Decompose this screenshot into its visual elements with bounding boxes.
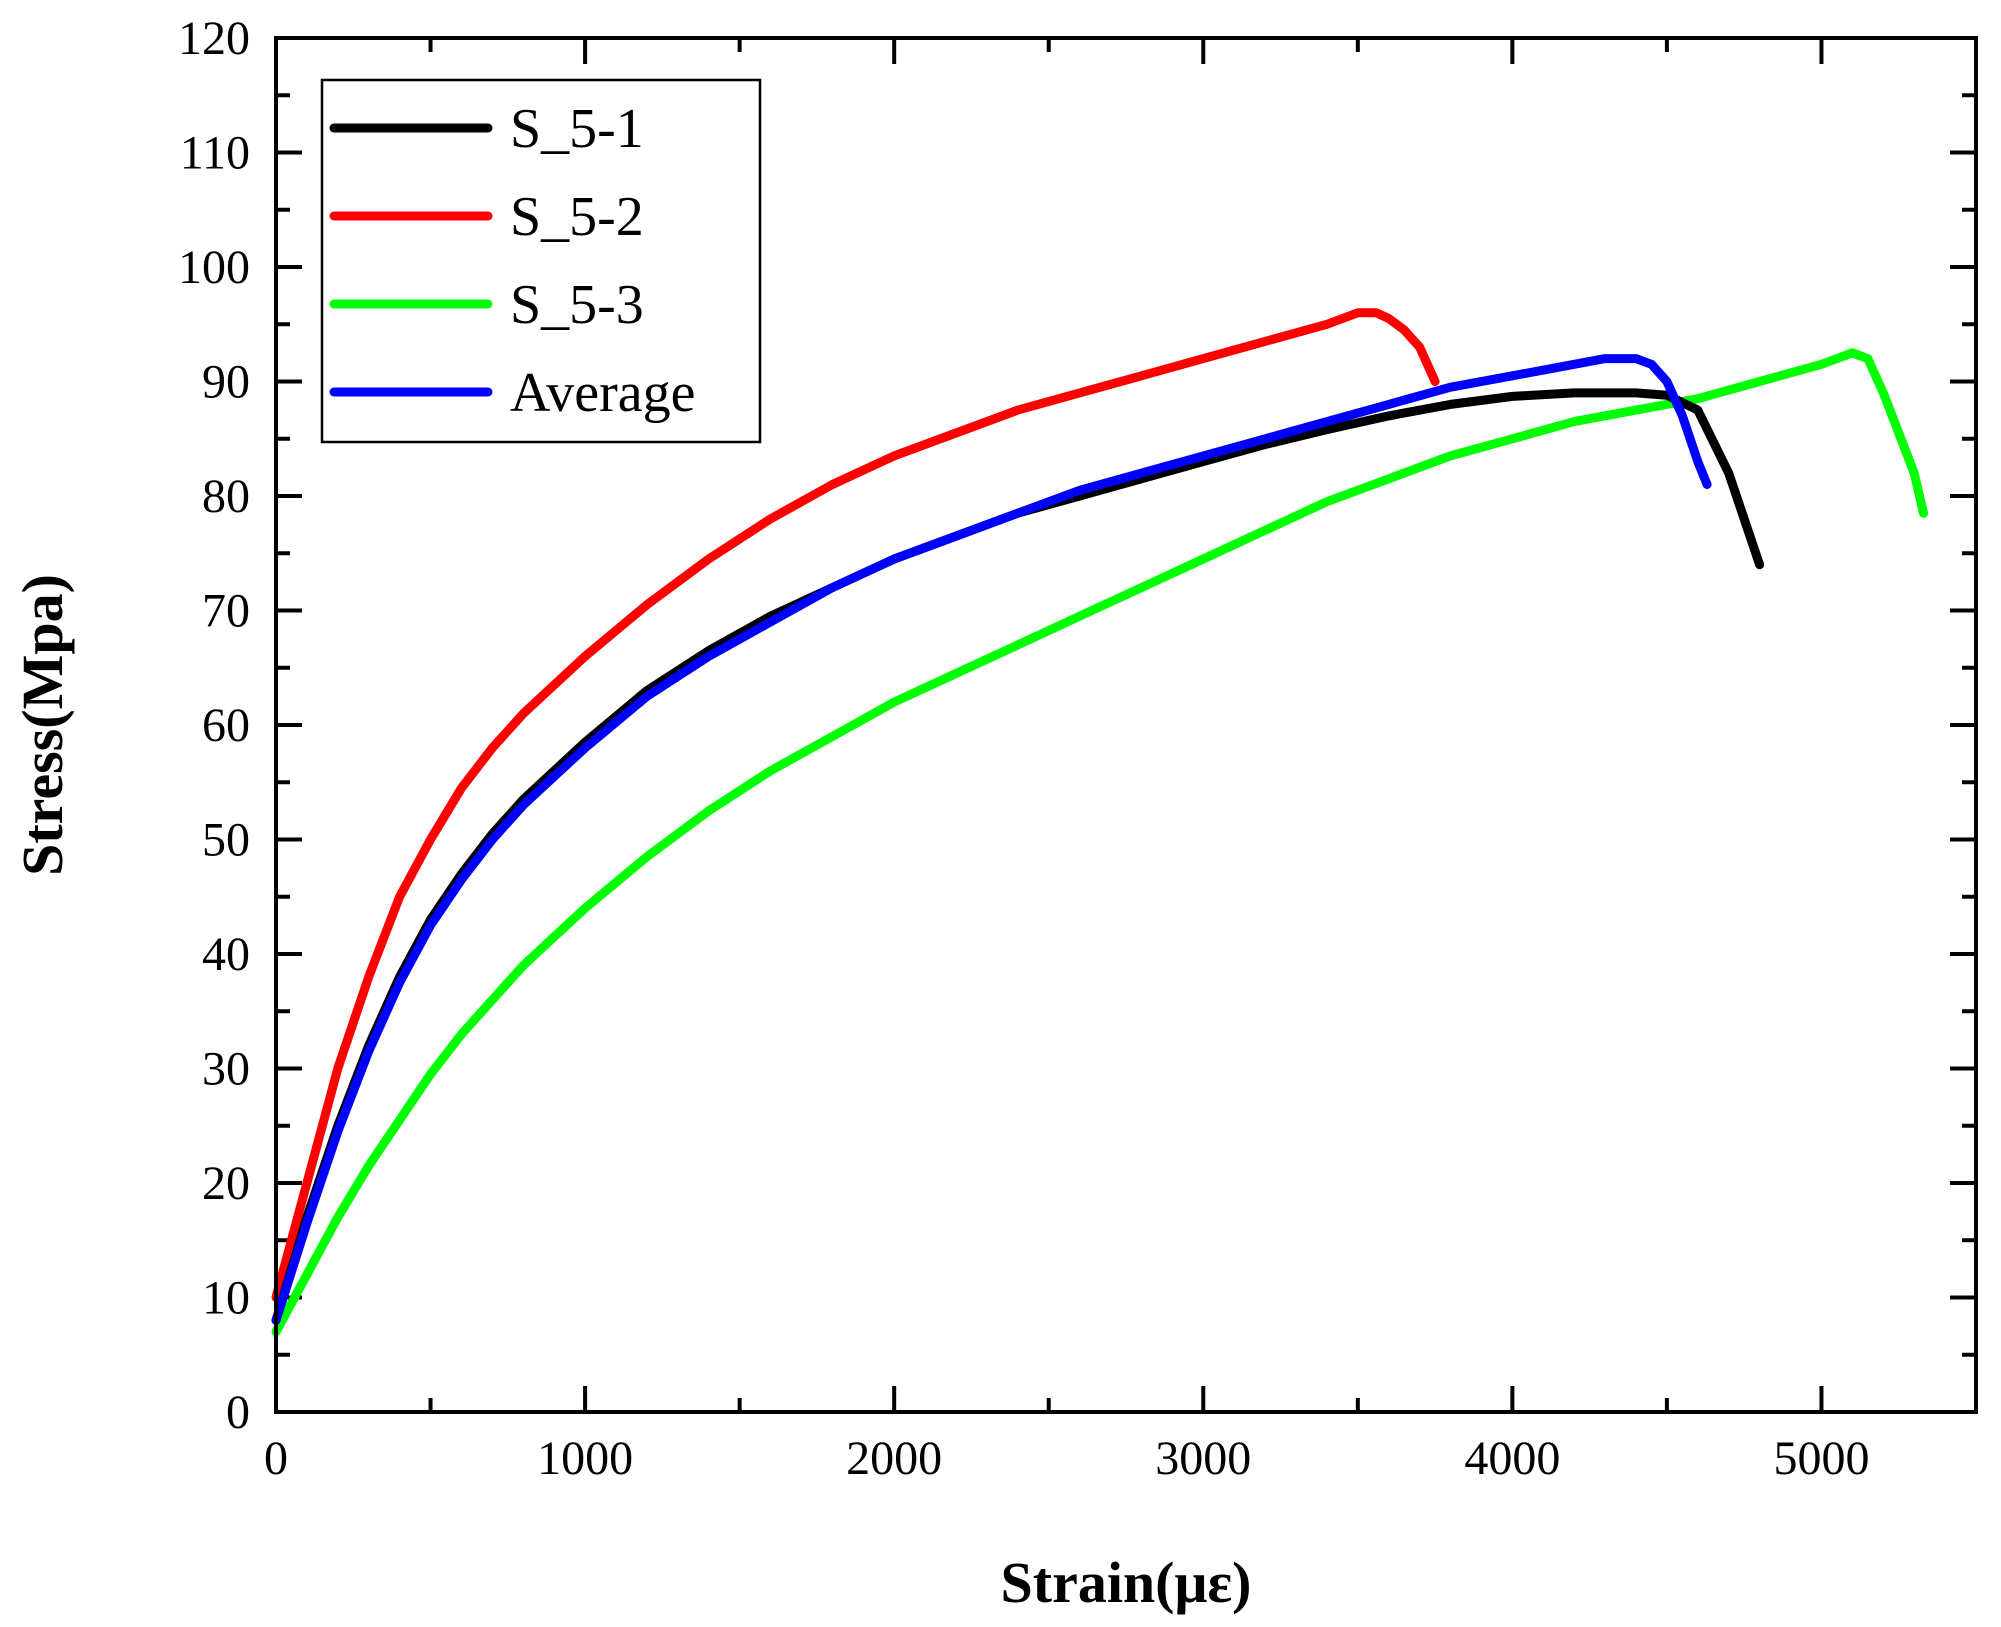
y-axis-title: Stress(Mpa) [10,574,75,876]
legend-label: Average [510,362,696,424]
series-line-s-5-2 [271,308,1440,1302]
y-tick-label: 0 [226,1386,250,1439]
y-tick-label: 30 [202,1043,250,1096]
series-lines [271,308,1928,1337]
y-tick-label: 110 [180,127,250,180]
x-tick-label: 1000 [537,1432,633,1485]
legend-label: S_5-3 [510,274,644,336]
series-line-average [271,354,1712,1325]
x-tick-label: 3000 [1155,1432,1251,1485]
x-axis-title: Strain(με) [1001,1550,1252,1615]
y-tick-label: 50 [202,814,250,867]
y-tick-label: 70 [202,585,250,638]
tick-labels: 0 1000 2000 3000 4000 5000 0 10 20 30 40 50 60 70 80 90… [178,12,1869,1485]
series-line-s-5-3 [271,348,1928,1337]
y-tick-label: 120 [178,12,250,65]
y-tick-label: 90 [202,356,250,409]
plot-frame [274,36,1978,1414]
x-tick-label: 0 [264,1432,288,1485]
y-tick-label: 60 [202,699,250,752]
x-tick-label: 5000 [1773,1432,1869,1485]
legend: S_5-1 S_5-2 S_5-3 Average [320,78,762,444]
y-tick-label: 10 [202,1272,250,1325]
y-tick-label: 80 [202,470,250,523]
series-line-s-5-1 [271,388,1765,1325]
x-tick-label: 4000 [1464,1432,1560,1485]
y-tick-label: 40 [202,928,250,981]
y-tick-label: 100 [178,241,250,294]
legend-label: S_5-1 [510,98,644,160]
y-tick-label: 20 [202,1157,250,1210]
legend-box [320,78,762,444]
x-tick-label: 2000 [846,1432,942,1485]
legend-label: S_5-2 [510,186,644,248]
